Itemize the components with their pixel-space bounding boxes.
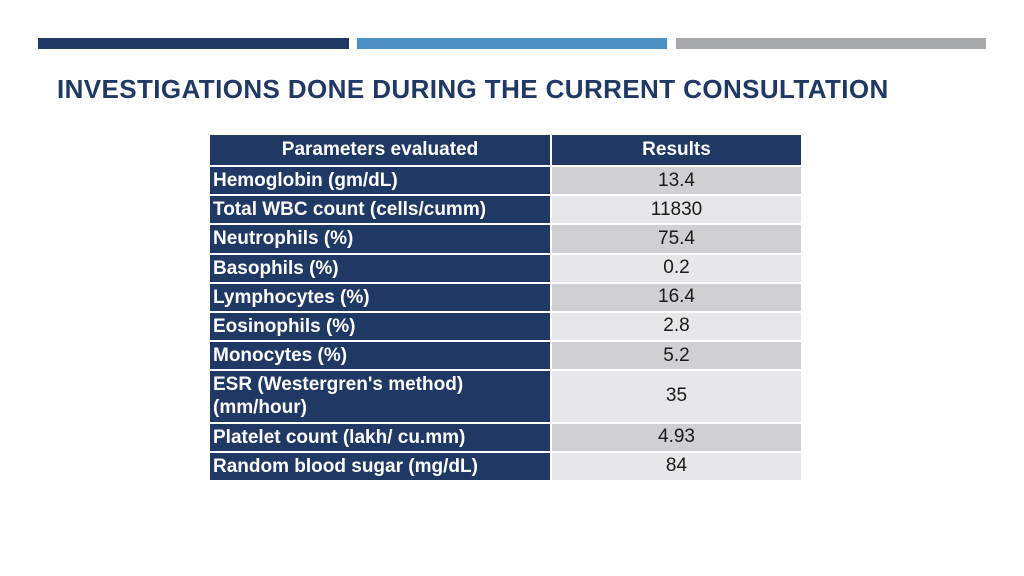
- parameter-cell: Random blood sugar (mg/dL): [208, 450, 552, 482]
- table-row: Platelet count (lakh/ cu.mm) 4.93: [208, 421, 803, 453]
- table-row: Monocytes (%) 5.2: [208, 340, 803, 372]
- table-header: Parameters evaluated Results: [208, 133, 803, 167]
- result-cell: 16.4: [550, 281, 803, 313]
- table-row: Lymphocytes (%) 16.4: [208, 281, 803, 313]
- result-cell: 2.8: [550, 310, 803, 343]
- accent-bar-gray: [676, 38, 986, 49]
- result-cell: 0.2: [550, 252, 803, 284]
- result-cell: 75.4: [550, 223, 803, 255]
- parameter-cell: Lymphocytes (%): [208, 281, 552, 313]
- accent-bar-blue: [357, 38, 667, 49]
- table-body: Hemoglobin (gm/dL) 13.4 Total WBC count (c…: [208, 164, 803, 482]
- parameter-cell: Total WBC count (cells/cumm): [208, 194, 552, 226]
- parameter-cell: ESR (Westergren's method) (mm/hour): [208, 369, 552, 424]
- parameter-cell: Basophils (%): [208, 252, 552, 284]
- parameter-cell: Neutrophils (%): [208, 223, 552, 255]
- table-row: Hemoglobin (gm/dL) 13.4: [208, 164, 803, 197]
- result-cell: 5.2: [550, 340, 803, 372]
- result-cell: 13.4: [550, 164, 803, 197]
- table-row: Random blood sugar (mg/dL) 84: [208, 450, 803, 482]
- table-row: Total WBC count (cells/cumm) 11830: [208, 194, 803, 226]
- column-header-parameters: Parameters evaluated: [208, 133, 552, 167]
- result-cell: 84: [550, 450, 803, 482]
- parameter-cell: Hemoglobin (gm/dL): [208, 164, 552, 197]
- table-row: Eosinophils (%) 2.8: [208, 310, 803, 343]
- table-row: Basophils (%) 0.2: [208, 252, 803, 284]
- page-title: INVESTIGATIONS DONE DURING THE CURRENT C…: [57, 74, 889, 104]
- parameter-cell: Eosinophils (%): [208, 310, 552, 343]
- parameter-cell: Monocytes (%): [208, 340, 552, 372]
- accent-bar-navy: [38, 38, 349, 49]
- result-cell: 11830: [550, 194, 803, 226]
- table-row: Neutrophils (%) 75.4: [208, 223, 803, 255]
- results-table: Parameters evaluated Results Hemoglobin …: [208, 133, 803, 482]
- table-row: ESR (Westergren's method) (mm/hour) 35: [208, 369, 803, 424]
- header-row: Parameters evaluated Results: [208, 133, 803, 167]
- result-cell: 4.93: [550, 421, 803, 453]
- result-cell: 35: [550, 369, 803, 424]
- column-header-results: Results: [550, 133, 803, 167]
- parameter-cell: Platelet count (lakh/ cu.mm): [208, 421, 552, 453]
